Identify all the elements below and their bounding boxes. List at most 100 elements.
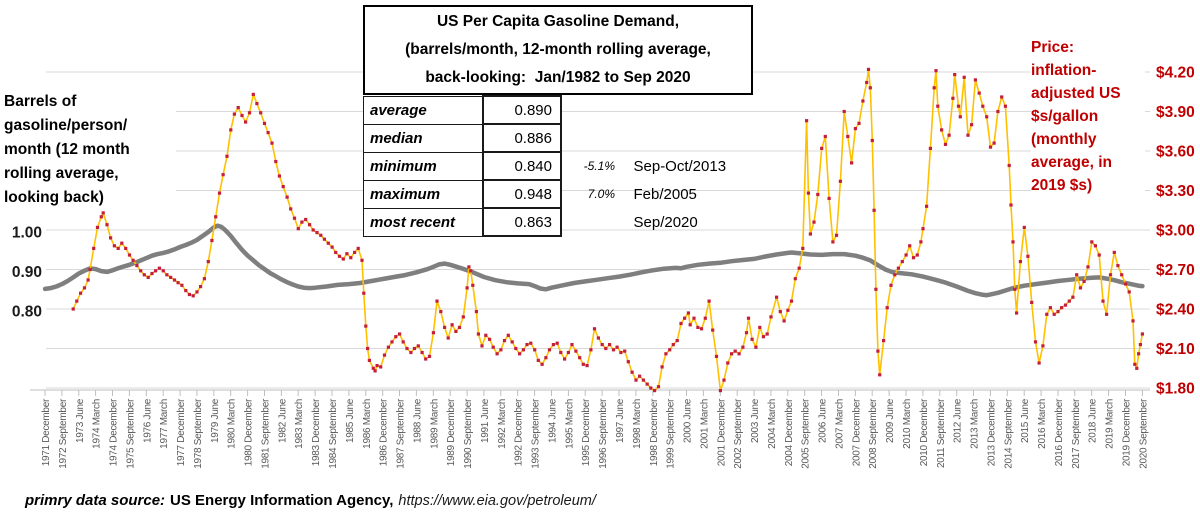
x-tick-label: 2003 June [750, 398, 761, 443]
x-tick-label: 1976 June [142, 398, 153, 443]
x-tick-label: 1995 March [564, 399, 575, 449]
right-y-tick-label: $3.60 [1156, 144, 1195, 161]
stat-date [626, 96, 770, 124]
right-y-tick-label: $1.80 [1156, 381, 1195, 398]
x-tick-label: 1999 September [666, 398, 677, 469]
x-tick-label: 2013 March [970, 399, 981, 449]
source-agency: US Energy Information Agency, [170, 492, 394, 509]
demand-series [42, 223, 1145, 298]
source-label: primry data source: [25, 492, 166, 509]
left-axis-title-line: looking back) [4, 189, 104, 206]
x-tick-label: 2006 June [818, 398, 829, 443]
x-tick-label: 1975 September [125, 398, 136, 469]
stat-date [626, 124, 770, 152]
x-tick-label: 2011 September [936, 398, 947, 468]
right-axis-title-line: inflation- [1031, 62, 1097, 79]
x-tick-label: 2005 September [801, 398, 812, 469]
stat-percent: 7.0% [587, 187, 615, 201]
table-row: median 0.886 [363, 123, 770, 153]
x-tick-label: 1978 September [193, 398, 204, 469]
x-tick-label: 2007 March [835, 399, 846, 449]
x-tick-label: 2013 December [986, 398, 997, 466]
right-y-tick-label: $3.00 [1156, 223, 1195, 240]
x-tick-label: 2009 June [885, 398, 896, 443]
x-tick-label: 2000 June [683, 398, 694, 443]
stat-date: Sep/2020 [633, 213, 698, 231]
x-tick-label: 1992 December [514, 398, 525, 466]
stat-percent [561, 124, 626, 152]
right-y-tick-label: $2.10 [1156, 341, 1195, 358]
x-tick-label: 1985 June [345, 398, 356, 443]
x-tick-label: 2001 December [716, 398, 727, 466]
x-tick-label: 2020 September [1138, 398, 1149, 469]
x-tick-label: 2019 March [1105, 399, 1116, 449]
x-tick-label: 1998 December [649, 398, 660, 466]
left-y-axis-labels: 1.00 0.90 0.80 [12, 225, 42, 321]
right-axis-title-line: average, in [1031, 154, 1112, 171]
right-y-tick-label: $3.90 [1156, 104, 1195, 121]
x-tick-label: 1986 March [362, 399, 373, 449]
stat-value: 0.886 [482, 123, 562, 153]
left-axis-title: Barrels of gasoline/person/ month (12 mo… [4, 90, 176, 210]
price-series-markers [71, 67, 1144, 393]
x-tick-label: 1988 June [412, 398, 423, 443]
left-axis-title-line: rolling average, [4, 165, 119, 182]
chart-title-line: back-looking: Jan/1982 to Sep 2020 [425, 69, 691, 86]
x-tick-label: 2015 June [1020, 398, 1031, 443]
right-y-tick-label: $3.30 [1156, 183, 1195, 200]
table-row: minimum 0.840 -5.1% Sep-Oct/2013 [363, 151, 770, 181]
right-y-tick-label: $4.20 [1156, 65, 1195, 82]
x-tick-label: 1997 June [615, 398, 626, 443]
x-tick-label: 1992 March [497, 399, 508, 449]
table-row: most recent 0.863 Sep/2020 [363, 207, 770, 237]
x-tick-label: 1989 March [429, 399, 440, 449]
x-tick-label: 1989 December [446, 398, 457, 466]
left-axis-title-line: month (12 month [4, 141, 130, 158]
x-tick-label: 1993 September [531, 398, 542, 469]
x-tick-label: 1982 June [277, 398, 288, 443]
x-tick-label: 2016 December [1054, 398, 1065, 466]
x-tick-label: 1995 December [581, 398, 592, 466]
stat-value: 0.840 [482, 151, 562, 181]
x-tick-label: 2004 December [784, 398, 795, 466]
right-axis-title: Price: inflation- adjusted US $s/gallon … [1031, 36, 1145, 197]
stat-value: 0.890 [482, 95, 562, 125]
left-y-tick-label: 0.90 [12, 264, 42, 281]
right-axis-title-line: (monthly [1031, 131, 1097, 148]
right-axis-title-line: Price: [1031, 39, 1075, 56]
x-tick-label: 1996 September [598, 398, 609, 469]
left-axis-title-line: Barrels of [4, 93, 77, 110]
data-source-footer: primry data source: US Energy Information… [25, 492, 596, 509]
x-tick-label: 1991 June [480, 398, 491, 443]
x-tick-label: 2018 June [1088, 398, 1099, 443]
price-series [72, 68, 1144, 392]
x-axis: 1971 December 1972 September 1973 June 1974… [30, 389, 1150, 469]
x-tick-label: 1973 June [75, 398, 86, 443]
right-y-tick-label: $2.40 [1156, 302, 1195, 319]
x-tick-label: 1980 December [244, 398, 255, 466]
x-tick-label: 2016 March [1037, 399, 1048, 449]
right-axis-title-line: $s/gallon [1031, 108, 1099, 125]
x-tick-label: 2014 September [1003, 398, 1014, 469]
x-tick-label: 1977 December [176, 398, 187, 466]
chart-title-box: US Per Capita Gasoline Demand, (barrels/… [363, 5, 753, 95]
stats-table: average 0.890 median 0.886 minimum 0.840… [363, 95, 771, 237]
x-tick-label: 1983 December [311, 398, 322, 466]
stat-label: most recent [363, 207, 484, 237]
x-tick-label: 2007 December [851, 398, 862, 466]
x-tick-label: 2004 March [767, 399, 778, 449]
stat-value: 0.948 [482, 179, 562, 209]
x-tick-label: 1986 December [379, 398, 390, 466]
stat-date: Sep-Oct/2013 [633, 157, 727, 175]
chart-title-line: (barrels/month, 12-month rolling average… [405, 41, 711, 58]
stat-label: median [363, 123, 484, 153]
stat-percent [561, 208, 626, 236]
x-tick-label: 1998 March [632, 399, 643, 449]
x-tick-label: 1981 September [261, 398, 272, 469]
x-tick-label: 1974 December [109, 398, 120, 466]
x-tick-label: 1990 September [463, 398, 474, 469]
stat-date: Feb/2005 [633, 185, 697, 203]
x-tick-label: 1987 September [396, 398, 407, 469]
